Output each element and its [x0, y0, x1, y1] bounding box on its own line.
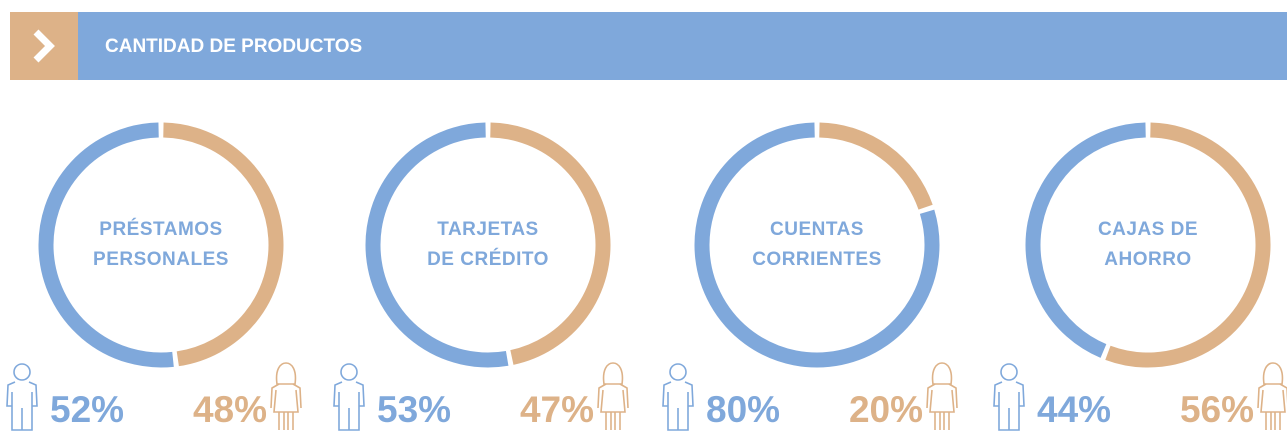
icon-body [926, 383, 958, 430]
donut-segment [1025, 122, 1146, 358]
man-icon [993, 363, 1025, 431]
icon-hair [931, 362, 953, 385]
icon-hair [1262, 362, 1284, 385]
donut-segment [1105, 122, 1271, 368]
icon-body [1257, 383, 1287, 430]
donut-segment [819, 122, 933, 210]
value-label: 53% [377, 389, 451, 430]
icon-head [340, 363, 358, 381]
icon-head [13, 363, 31, 381]
value-label: 80% [706, 389, 780, 430]
man-icon [333, 363, 365, 431]
donut-title: TARJETAS [437, 219, 538, 240]
value-label: 47% [520, 389, 594, 430]
donut-title: CUENTAS [770, 219, 864, 240]
donut-segment [694, 122, 940, 368]
icon-body [993, 381, 1025, 431]
donut-title: CAJAS DE [1098, 219, 1198, 240]
icon-body [662, 381, 694, 431]
man-icon [662, 363, 694, 431]
header-bar [78, 12, 1287, 80]
icon-body [270, 383, 302, 430]
icon-body [333, 381, 365, 431]
header-title: CANTIDAD DE PRODUCTOS [105, 36, 362, 57]
value-label: 44% [1037, 389, 1111, 430]
donut-segment [38, 122, 174, 368]
donut-title: DE CRÉDITO [427, 248, 549, 270]
man-icon [6, 363, 38, 431]
icon-body [6, 381, 38, 431]
woman-icon [597, 362, 629, 430]
icon-head [1000, 363, 1018, 381]
icon-head [669, 363, 687, 381]
chevron [33, 29, 55, 63]
icon-body [597, 383, 629, 430]
woman-icon [1257, 362, 1287, 430]
woman-icon [926, 362, 958, 430]
woman-icon [270, 362, 302, 430]
value-label: 20% [849, 389, 923, 430]
donut-title: CORRIENTES [752, 249, 882, 270]
icon-hair [275, 362, 297, 385]
donut-title: AHORRO [1104, 249, 1191, 270]
donut-title: PERSONALES [93, 249, 229, 270]
donut-segment [163, 122, 284, 367]
icon-hair [602, 362, 624, 385]
donut-segment [365, 122, 509, 368]
donut-segment [490, 122, 611, 365]
value-label: 56% [1180, 389, 1254, 430]
value-label: 48% [193, 389, 267, 430]
header-badge [10, 12, 78, 80]
donut-title: PRÉSTAMOS [99, 218, 222, 240]
value-label: 52% [50, 389, 124, 430]
